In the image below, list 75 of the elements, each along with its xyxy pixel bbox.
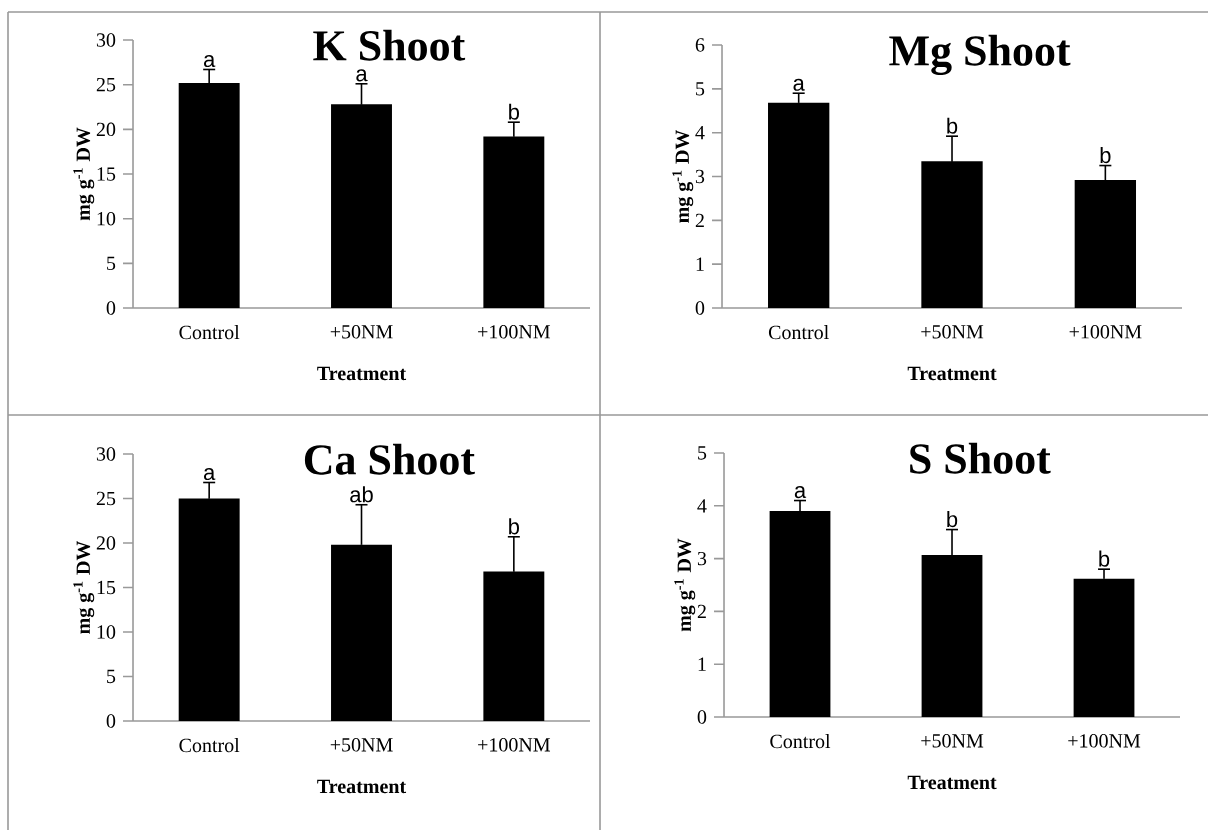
bar: [483, 571, 545, 722]
y-tick-label: 2: [695, 213, 704, 227]
bar: [331, 544, 392, 722]
annotation: b: [1099, 550, 1110, 567]
x-tick-label: Control: [768, 325, 829, 340]
x-tick-label: Control: [770, 734, 831, 749]
y-tick-label: 0: [106, 714, 116, 728]
y-axis-title: mg g$^{-1}$ DW: [674, 538, 696, 632]
x-axis-title: Treatment: [907, 366, 997, 381]
y-tick-label: 5: [107, 669, 116, 684]
bar: [921, 554, 983, 718]
y-axis-title: mg g$^{-1}$ DW: [73, 127, 95, 221]
annotation: b: [1100, 147, 1111, 164]
bar: [178, 498, 240, 722]
bar: [1074, 180, 1137, 308]
bar: [769, 511, 831, 718]
chart-title: Mg Shoot: [889, 34, 1071, 76]
x-tick-label: Control: [179, 325, 240, 340]
y-tick-label: 30: [96, 447, 116, 461]
x-tick-label: +100NM: [1068, 734, 1141, 748]
y-tick-label: 1: [696, 257, 704, 271]
y-tick-label: 0: [697, 710, 707, 724]
y-tick-label: 15: [97, 167, 116, 181]
annotation: b: [509, 518, 520, 535]
annotation: a: [356, 69, 368, 82]
y-tick-label: 15: [97, 580, 116, 595]
y-tick-label: 20: [96, 122, 116, 137]
y-axis-title: mg g$^{-1}$ DW: [73, 540, 95, 634]
y-tick-label: 3: [697, 551, 707, 566]
y-tick-label: 30: [96, 33, 116, 47]
x-tick-label: Control: [179, 738, 240, 753]
bar: [768, 102, 830, 308]
bar: [921, 161, 983, 308]
y-tick-label: 25: [96, 77, 116, 92]
x-tick-label: +100NM: [478, 738, 551, 752]
x-tick-label: +50NM: [921, 734, 984, 748]
bar: [483, 136, 545, 308]
x-tick-label: +50NM: [330, 325, 393, 339]
y-tick-label: 10: [97, 625, 116, 639]
y-tick-label: 4: [697, 499, 707, 513]
y-tick-label: 0: [695, 301, 705, 315]
y-tick-label: 10: [97, 211, 116, 226]
annotation: a: [204, 55, 216, 68]
x-tick-label: +50NM: [921, 325, 984, 339]
y-tick-label: 5: [107, 256, 116, 270]
x-tick-label: +100NM: [1069, 325, 1142, 339]
y-tick-label: 4: [695, 126, 705, 140]
y-tick-label: 3: [695, 169, 705, 184]
y-axis-title: mg g$^{-1}$ DW: [672, 129, 694, 223]
chart-title: Ca Shoot: [304, 443, 475, 475]
annotation: ab: [350, 486, 373, 503]
x-tick-label: +100NM: [478, 325, 551, 339]
annotation: b: [947, 117, 958, 134]
x-axis-title: Treatment: [317, 366, 407, 381]
chart-title: S Shoot: [910, 442, 1051, 474]
bar: [178, 82, 240, 308]
y-tick-label: 25: [96, 491, 116, 506]
annotation: a: [204, 468, 216, 481]
bar: [1073, 578, 1135, 718]
x-tick-label: +50NM: [330, 738, 393, 752]
y-tick-label: 20: [96, 536, 116, 550]
annotation: a: [794, 486, 807, 499]
bar: [331, 104, 392, 308]
y-tick-label: 1: [698, 657, 706, 671]
y-tick-label: 5: [698, 446, 707, 460]
y-tick-label: 6: [695, 38, 705, 52]
y-tick-label: 0: [106, 301, 116, 315]
x-axis-title: Treatment: [317, 779, 407, 794]
annotation: a: [793, 78, 805, 91]
annotation: b: [509, 103, 520, 120]
y-tick-label: 2: [697, 604, 706, 619]
y-tick-label: 5: [696, 82, 705, 96]
annotation: b: [947, 511, 958, 528]
x-axis-title: Treatment: [907, 775, 997, 790]
chart-title: K Shoot: [313, 29, 466, 61]
